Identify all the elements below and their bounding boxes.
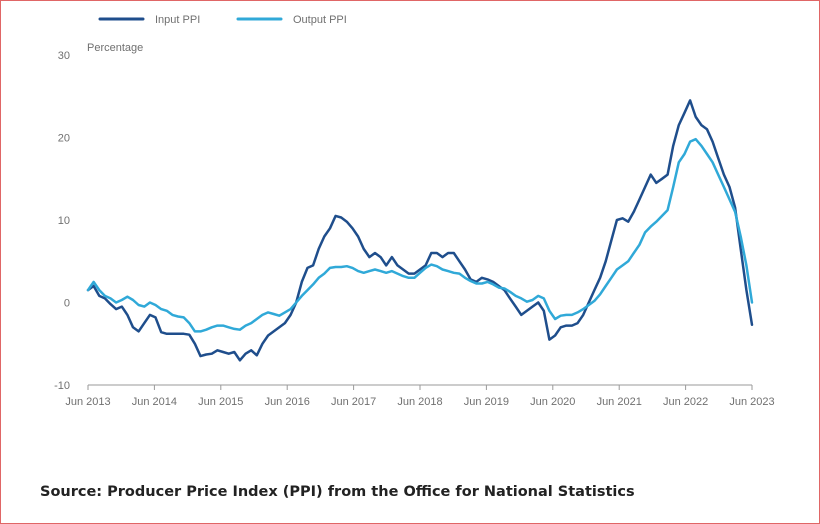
x-tick-label: Jun 2016: [265, 396, 310, 408]
x-tick-label: Jun 2020: [530, 396, 575, 408]
series-lines: [86, 99, 754, 362]
x-tick-label: Jun 2017: [331, 396, 376, 408]
source-note: Source: Producer Price Index (PPI) from …: [40, 484, 635, 500]
series-line-output-ppi: [86, 137, 754, 333]
y-axis: 30 20 10 0 -10: [54, 50, 70, 392]
y-tick-label: 30: [58, 50, 70, 62]
y-tick-label: -10: [54, 380, 70, 392]
x-tick-label: Jun 2018: [397, 396, 442, 408]
legend-label-input: Input PPI: [155, 14, 200, 26]
x-tick-label: Jun 2021: [597, 396, 642, 408]
x-tick-label: Jun 2015: [198, 396, 243, 408]
legend: Input PPI Output PPI: [98, 14, 347, 26]
x-axis: Jun 2013 Jun 2014 Jun 2015 Jun 2016 Jun 2017…: [65, 384, 775, 408]
y-tick-label: 10: [58, 215, 70, 227]
x-tick-label: Jun 2022: [663, 396, 708, 408]
x-tick-label: Jun 2023: [729, 396, 774, 408]
y-axis-unit-label: Percentage: [87, 42, 143, 54]
y-tick-label: 20: [58, 133, 70, 145]
x-tick-label: Jun 2014: [132, 396, 177, 408]
series-line-input-ppi: [86, 99, 754, 362]
legend-label-output: Output PPI: [293, 14, 347, 26]
x-tick-label: Jun 2019: [464, 396, 509, 408]
y-tick-label: 0: [64, 298, 70, 310]
x-tick-label: Jun 2013: [65, 396, 110, 408]
